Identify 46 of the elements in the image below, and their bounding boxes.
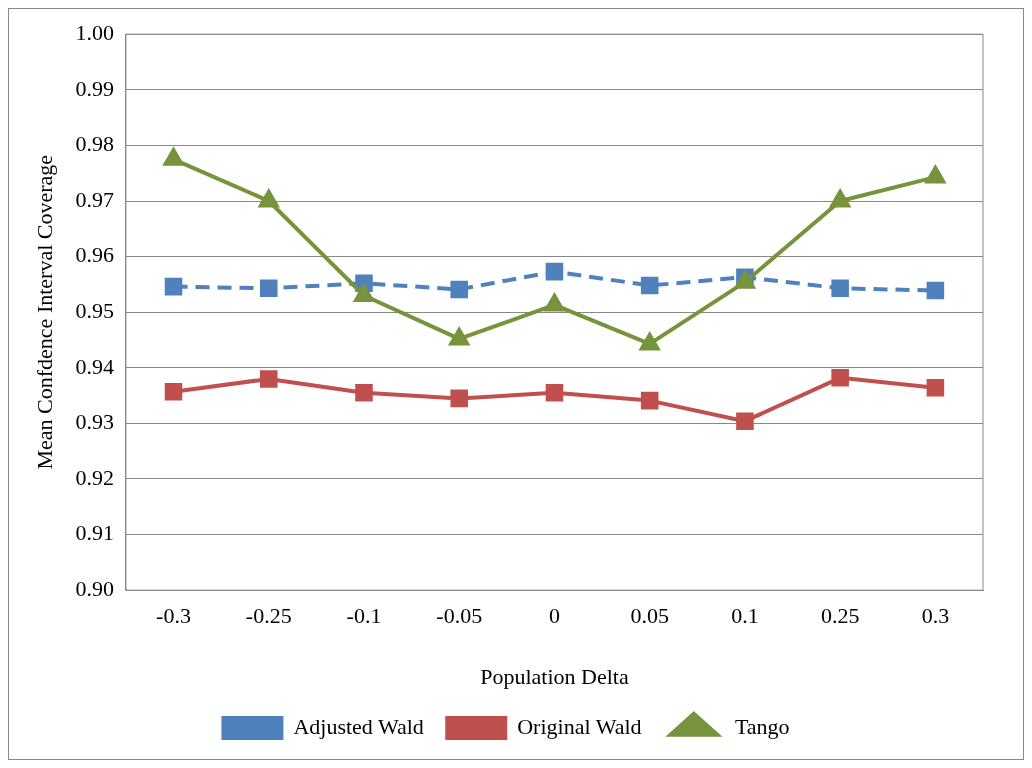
- point: [924, 165, 946, 184]
- point: [450, 389, 468, 408]
- y-tick-label: 0.91: [75, 520, 114, 546]
- point: [259, 370, 278, 388]
- legend-label: Tango: [734, 713, 790, 739]
- y-tick-label: 0.98: [75, 131, 114, 157]
- point: [640, 276, 659, 295]
- x-tick-label: -0.05: [436, 603, 483, 629]
- y-tick-label: 0.95: [75, 297, 114, 323]
- point: [162, 147, 185, 166]
- x-tick-label: -0.3: [156, 603, 191, 629]
- x-tick-label: 0.3: [921, 603, 950, 629]
- point: [355, 384, 373, 402]
- point: [545, 262, 564, 281]
- point: [164, 382, 183, 401]
- point: [829, 189, 851, 208]
- point: [353, 283, 375, 303]
- x-axis-title: Population Delta: [480, 663, 629, 689]
- y-tick-label: 0.94: [75, 353, 114, 379]
- y-tick-label: 0.99: [75, 75, 114, 101]
- point: [926, 281, 945, 300]
- x-tick-label: -0.25: [245, 603, 292, 629]
- x-tick-label: 0: [548, 603, 560, 629]
- y-axis-title: Mean Confdence Interval Coverage: [31, 154, 57, 470]
- x-tick-label: 0.05: [630, 603, 669, 629]
- y-tick-label: 0.97: [75, 186, 114, 212]
- point: [259, 279, 278, 298]
- y-tick-label: 0.93: [75, 409, 114, 435]
- x-tick-label: 0.1: [731, 603, 759, 629]
- point: [831, 369, 849, 387]
- y-tick-label: 0.90: [75, 575, 114, 601]
- point: [450, 280, 468, 299]
- point: [736, 412, 754, 430]
- point: [258, 189, 280, 208]
- point: [545, 384, 564, 402]
- y-tick-label: 0.96: [75, 242, 114, 268]
- point: [640, 391, 659, 410]
- legend-label: Adjusted Wald: [293, 713, 424, 739]
- legend-label: Original Wald: [517, 713, 642, 739]
- point: [164, 277, 183, 296]
- y-tick-label: 1.00: [75, 19, 114, 45]
- y-tick-label: 0.92: [75, 464, 114, 490]
- x-tick-label: 0.25: [820, 603, 860, 629]
- point: [926, 379, 945, 397]
- x-tick-label: -0.1: [346, 603, 382, 629]
- point: [831, 279, 849, 298]
